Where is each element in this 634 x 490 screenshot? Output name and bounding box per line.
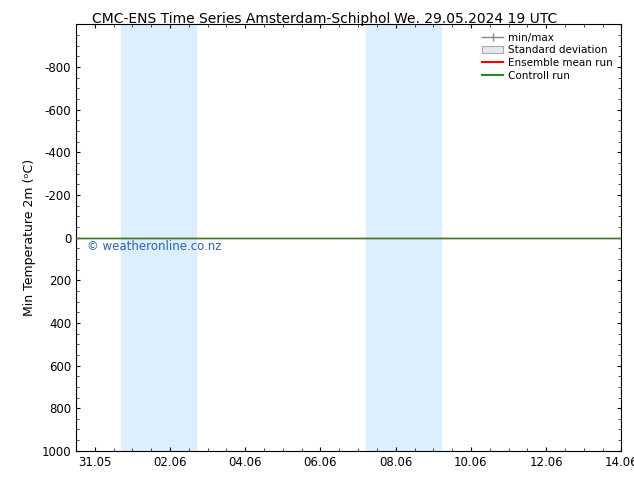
Text: We. 29.05.2024 19 UTC: We. 29.05.2024 19 UTC bbox=[394, 12, 557, 26]
Bar bbox=[121, 24, 158, 451]
Bar bbox=[366, 24, 403, 451]
Bar bbox=[403, 24, 441, 451]
Legend: min/max, Standard deviation, Ensemble mean run, Controll run: min/max, Standard deviation, Ensemble me… bbox=[479, 30, 616, 84]
Text: CMC-ENS Time Series Amsterdam-Schiphol: CMC-ENS Time Series Amsterdam-Schiphol bbox=[92, 12, 390, 26]
Y-axis label: Min Temperature 2m (ᵒC): Min Temperature 2m (ᵒC) bbox=[23, 159, 36, 316]
Bar bbox=[158, 24, 197, 451]
Text: © weatheronline.co.nz: © weatheronline.co.nz bbox=[87, 240, 221, 253]
